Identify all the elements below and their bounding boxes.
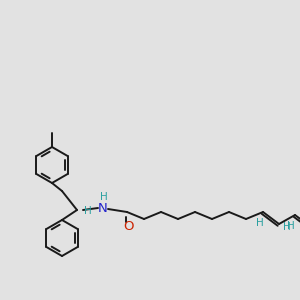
Text: H: H <box>100 192 108 202</box>
Text: O: O <box>124 220 134 232</box>
Text: H: H <box>283 222 291 232</box>
Text: H: H <box>287 221 295 231</box>
Text: N: N <box>98 202 108 214</box>
Text: H: H <box>256 218 264 228</box>
Text: H: H <box>84 206 92 216</box>
